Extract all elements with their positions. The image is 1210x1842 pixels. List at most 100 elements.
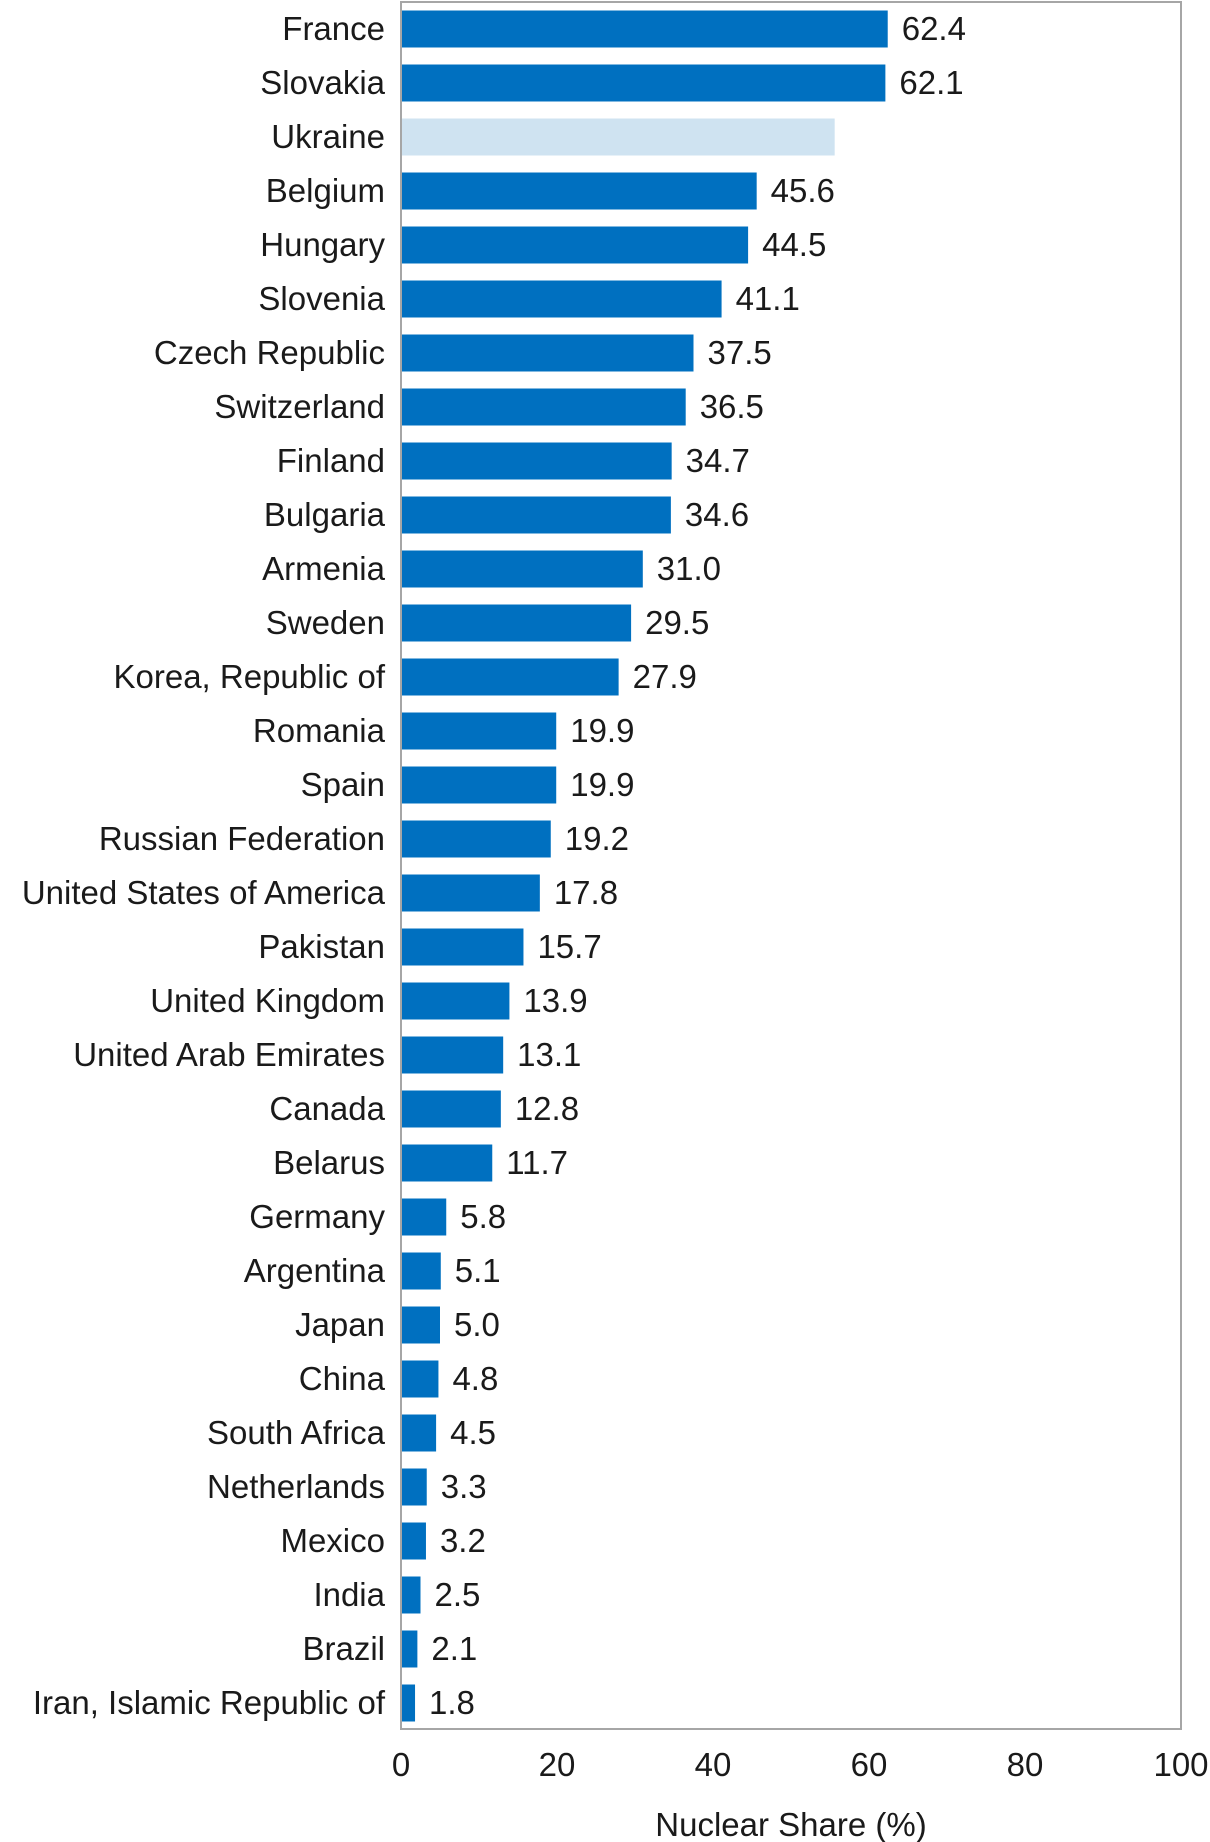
bar-slovenia xyxy=(401,280,722,318)
bar-czech-republic xyxy=(401,334,694,372)
value-label-switzerland: 36.5 xyxy=(700,388,764,425)
category-label-india: India xyxy=(313,1576,385,1613)
category-label-belgium: Belgium xyxy=(266,172,385,209)
category-label-hungary: Hungary xyxy=(260,226,385,263)
bar-armenia xyxy=(401,550,643,588)
plot-frame xyxy=(400,1,1182,1730)
category-labels-group: France Slovakia Ukraine Belgium Hungary Slove… xyxy=(22,10,386,1721)
bar-argentina xyxy=(401,1252,441,1290)
category-label-bulgaria: Bulgaria xyxy=(264,496,386,533)
value-label-sweden: 29.5 xyxy=(645,604,709,641)
value-label-mexico: 3.2 xyxy=(440,1522,486,1559)
category-label-belarus: Belarus xyxy=(273,1144,385,1181)
value-label-argentina: 5.1 xyxy=(455,1252,501,1289)
value-label-finland: 34.7 xyxy=(686,442,750,479)
category-label-czech-republic: Czech Republic xyxy=(154,334,385,371)
value-label-slovenia: 41.1 xyxy=(736,280,800,317)
bar-iran-islamic-republic-of xyxy=(401,1684,416,1722)
category-label-ukraine: Ukraine xyxy=(271,118,385,155)
category-label-netherlands: Netherlands xyxy=(207,1468,385,1505)
value-label-japan: 5.0 xyxy=(454,1306,500,1343)
x-tick-label-80: 80 xyxy=(1007,1746,1044,1783)
bar-united-kingdom xyxy=(401,982,510,1020)
value-label-spain: 19.9 xyxy=(570,766,634,803)
value-label-armenia: 31.0 xyxy=(657,550,721,587)
bar-brazil xyxy=(401,1630,418,1668)
bar-netherlands xyxy=(401,1468,427,1506)
value-label-russian-federation: 19.2 xyxy=(565,820,629,857)
bar-canada xyxy=(401,1090,501,1128)
category-label-korea-republic-of: Korea, Republic of xyxy=(114,658,386,695)
category-label-spain: Spain xyxy=(301,766,385,803)
x-axis-title: Nuclear Share (%) xyxy=(655,1806,926,1842)
bar-bulgaria xyxy=(401,496,671,534)
category-label-china: China xyxy=(299,1360,386,1397)
value-label-slovakia: 62.1 xyxy=(899,64,963,101)
bar-belarus xyxy=(401,1144,493,1182)
bar-ukraine xyxy=(401,118,835,156)
bar-belgium xyxy=(401,172,757,210)
x-tick-label-60: 60 xyxy=(851,1746,888,1783)
value-label-korea-republic-of: 27.9 xyxy=(633,658,697,695)
bar-romania xyxy=(401,712,557,750)
category-label-united-states-of-america: United States of America xyxy=(22,874,386,911)
value-label-iran-islamic-republic-of: 1.8 xyxy=(429,1684,475,1721)
bar-japan xyxy=(401,1306,440,1344)
x-axis-ticks-group: 0 20 40 60 80 100 xyxy=(392,1746,1209,1783)
bar-finland xyxy=(401,442,672,480)
value-label-czech-republic: 37.5 xyxy=(708,334,772,371)
category-label-united-arab-emirates: United Arab Emirates xyxy=(73,1036,385,1073)
category-label-armenia: Armenia xyxy=(262,550,386,587)
category-label-iran-islamic-republic-of: Iran, Islamic Republic of xyxy=(33,1684,386,1721)
value-label-united-kingdom: 13.9 xyxy=(523,982,587,1019)
bar-hungary xyxy=(401,226,749,264)
category-label-germany: Germany xyxy=(249,1198,385,1235)
category-label-france: France xyxy=(282,10,385,47)
value-label-belgium: 45.6 xyxy=(771,172,835,209)
category-label-slovenia: Slovenia xyxy=(258,280,385,317)
bar-france xyxy=(401,10,888,48)
value-label-united-states-of-america: 17.8 xyxy=(554,874,618,911)
category-label-argentina: Argentina xyxy=(244,1252,386,1289)
x-tick-label-40: 40 xyxy=(695,1746,732,1783)
category-label-japan: Japan xyxy=(295,1306,385,1343)
category-label-sweden: Sweden xyxy=(266,604,385,641)
value-label-germany: 5.8 xyxy=(460,1198,506,1235)
category-label-switzerland: Switzerland xyxy=(214,388,385,425)
value-label-brazil: 2.1 xyxy=(431,1630,477,1667)
category-label-slovakia: Slovakia xyxy=(260,64,385,101)
x-tick-label-100: 100 xyxy=(1153,1746,1208,1783)
bar-korea-republic-of xyxy=(401,658,619,696)
bar-united-arab-emirates xyxy=(401,1036,504,1074)
value-label-belarus: 11.7 xyxy=(506,1144,568,1181)
x-tick-label-0: 0 xyxy=(392,1746,410,1783)
bar-united-states-of-america xyxy=(401,874,540,912)
value-labels-group: 62.4 62.1 45.6 44.5 41.1 37.5 36.5 34.7 34.6 31.0… xyxy=(429,10,966,1721)
value-label-china: 4.8 xyxy=(452,1360,498,1397)
x-tick-label-20: 20 xyxy=(539,1746,576,1783)
bars-group xyxy=(401,10,888,1722)
bar-germany xyxy=(401,1198,447,1236)
bar-russian-federation xyxy=(401,820,551,858)
value-label-hungary: 44.5 xyxy=(762,226,826,263)
value-label-pakistan: 15.7 xyxy=(537,928,601,965)
value-label-netherlands: 3.3 xyxy=(441,1468,487,1505)
category-label-south-africa: South Africa xyxy=(207,1414,386,1451)
category-label-mexico: Mexico xyxy=(280,1522,385,1559)
category-label-canada: Canada xyxy=(269,1090,385,1127)
bar-pakistan xyxy=(401,928,524,966)
category-label-pakistan: Pakistan xyxy=(258,928,385,965)
bar-south-africa xyxy=(401,1414,437,1452)
category-label-brazil: Brazil xyxy=(302,1630,385,1667)
category-label-russian-federation: Russian Federation xyxy=(99,820,385,857)
value-label-canada: 12.8 xyxy=(515,1090,579,1127)
bar-china xyxy=(401,1360,439,1398)
value-label-india: 2.5 xyxy=(435,1576,481,1613)
category-label-finland: Finland xyxy=(277,442,385,479)
value-label-bulgaria: 34.6 xyxy=(685,496,749,533)
bar-mexico xyxy=(401,1522,426,1560)
bar-sweden xyxy=(401,604,632,642)
value-label-south-africa: 4.5 xyxy=(450,1414,496,1451)
bar-slovakia xyxy=(401,64,886,102)
